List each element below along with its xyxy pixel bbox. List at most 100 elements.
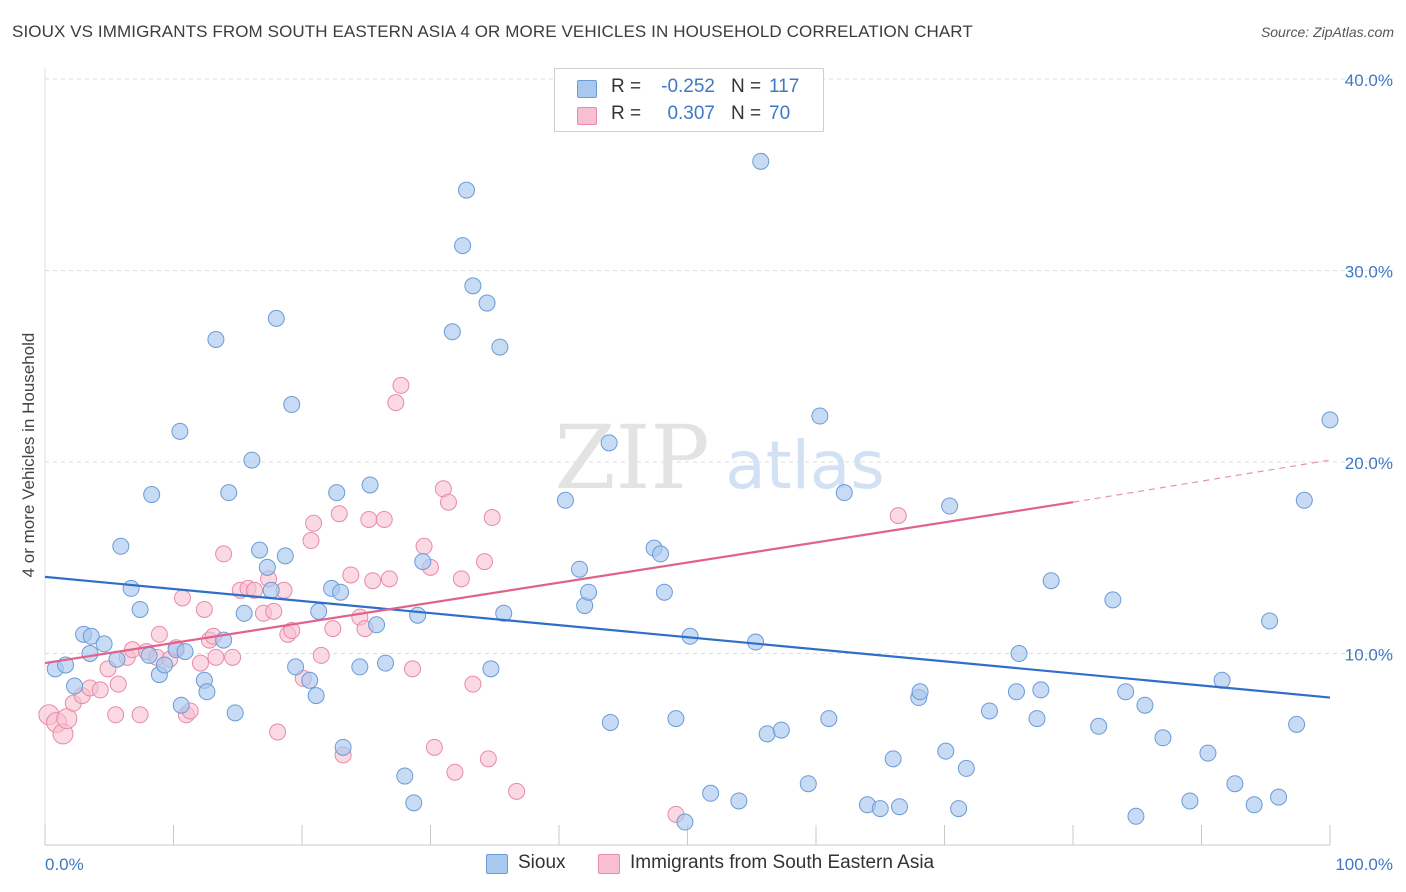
sioux-point [171,422,189,440]
sioux-point [1245,796,1263,814]
sioux-point [580,583,598,601]
sioux-point [652,545,670,563]
sioux-point [911,683,929,701]
asia-point [191,654,209,672]
sioux-point [267,309,285,327]
x-tick-label: 0.0% [45,855,84,874]
sioux-point [396,767,414,785]
sioux-point [1181,792,1199,810]
sioux-point [328,484,346,502]
sioux-point [1010,645,1028,662]
r-value: 0.307 [667,103,715,124]
sioux-point [172,696,190,714]
asia-point [342,566,360,584]
sioux-point [368,616,386,634]
y-tick-label: 10.0% [1345,646,1393,665]
sioux-point [235,604,253,622]
sioux-point [676,813,694,831]
sioux-point [1127,807,1145,825]
sioux-point [361,476,379,494]
sioux-point [283,396,301,414]
sioux-point [414,553,432,571]
y-tick-label: 30.0% [1345,263,1393,282]
sioux-point [1261,612,1279,630]
sioux-point [301,671,319,689]
sioux-point [243,451,261,469]
asia-point [305,514,323,532]
asia-point [392,376,410,394]
y-tick-label: 20.0% [1345,454,1393,473]
y-axis-label-group: 4 or more Vehicles in Household [19,333,38,578]
sioux-point [251,541,269,559]
sioux-point [1136,696,1154,714]
sioux-point [112,537,130,555]
sioux-point [351,658,369,676]
asia-point [439,493,457,511]
sioux-point [131,600,149,618]
asia-point [375,510,393,528]
asia-point [360,510,378,528]
asia-point [475,553,493,571]
sioux-point [276,547,294,565]
sioux-point [198,683,216,701]
asia-point [446,763,464,781]
sioux-point [258,558,276,576]
source-label: Source: ZipAtlas.com [1260,24,1394,40]
asia-point [479,750,497,768]
asia-point [195,600,213,618]
r-label: R = [611,103,642,124]
sioux-point [937,742,955,760]
asia-point [207,648,225,666]
asia-point [224,648,242,666]
sioux-trend-line [44,575,1331,699]
asia-point [508,782,526,800]
sioux-point [772,721,790,739]
asia-point [107,706,125,724]
asia-point [150,625,168,643]
sioux-point [207,330,225,348]
asia-point [415,537,433,555]
sioux-point [1295,491,1313,509]
tick-labels: 10.0% 20.0% 30.0% 40.0% 0.0% 100.0% [45,71,1393,874]
sioux-point [1288,715,1306,733]
sioux-point [287,658,305,676]
asia-point [324,620,342,638]
asia-point [215,545,233,563]
sioux-point [799,775,817,793]
asia-point [483,509,501,527]
sioux-point [478,294,496,312]
n-label: N = [731,76,762,97]
sioux-point [156,656,174,674]
sioux-point [1090,717,1108,735]
stats-row-sioux: R = -0.252 N = 117 [555,74,823,100]
sioux-point [556,491,574,509]
asia-point [302,532,320,550]
sioux-point [482,660,500,678]
sioux-point [457,181,475,199]
sioux-legend-swatch [486,854,508,874]
sioux-point [122,579,140,597]
sioux-point [1321,411,1339,429]
trend-lines [44,459,1331,699]
sioux-point [1028,710,1046,728]
asia-point [404,660,422,678]
watermark-zip: ZIP [554,406,709,509]
sioux-point [571,560,589,578]
sioux-point [176,643,194,661]
asia-point [380,570,398,588]
sioux-point [454,237,472,255]
legend-label-sioux: Sioux [518,852,566,873]
stats-legend: R = -0.252 N = 117 R = 0.307 N = 70 [554,68,824,132]
gridlines [45,78,1394,654]
sioux-point [66,677,84,695]
asia-point [364,572,382,590]
sioux-point [835,484,853,502]
sioux-point [1226,775,1244,793]
asia-trend-line [44,501,1074,665]
sioux-point [891,798,909,816]
y-tick-label: 40.0% [1345,71,1393,90]
sioux-point [941,497,959,515]
sioux-point [95,635,113,653]
sioux-point [871,800,889,818]
sioux-point [443,323,461,341]
